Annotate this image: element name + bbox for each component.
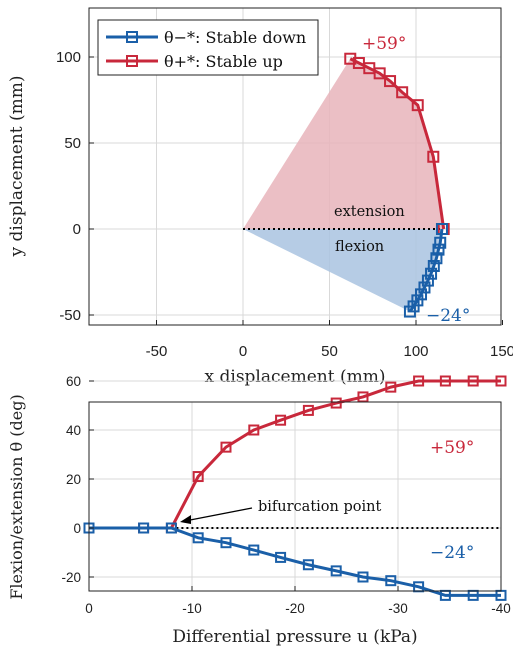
top-x-tick-label: 100 xyxy=(403,343,428,360)
top-series-up-line xyxy=(349,57,446,230)
bottom-x-tick-label: -40 xyxy=(491,601,511,616)
top-annotation-up-angle: +59° xyxy=(362,34,406,54)
top-x-tick-label: 0 xyxy=(239,343,247,360)
bottom-series-up-marker xyxy=(302,404,314,416)
bottom-series-down-marker xyxy=(385,575,397,587)
top-series xyxy=(344,52,450,318)
top-series-down-marker xyxy=(425,267,438,280)
top-series-down-marker xyxy=(421,274,434,287)
bottom-y-tick-label: -20 xyxy=(61,570,81,585)
top-series-down-marker xyxy=(427,259,440,272)
bottom-x-tick-label: -10 xyxy=(182,601,202,616)
top-x-axis-label: x displacement (mm) xyxy=(205,367,386,387)
bottom-series-up-marker xyxy=(495,375,507,387)
bottom-series-up-marker xyxy=(192,471,204,483)
top-series-up-marker xyxy=(344,52,357,65)
bottom-series-up-marker xyxy=(385,381,397,393)
top-annotation-extension: extension xyxy=(334,204,405,220)
top-series-down-marker xyxy=(434,236,447,249)
top-ticks: -50 0 50 100 150 -50 0 50 100 xyxy=(56,49,513,360)
bottom-series-up-line xyxy=(89,379,501,530)
bottom-x-tick-label: -20 xyxy=(285,601,305,616)
top-wedge-fills xyxy=(243,58,444,312)
bottom-series-up-marker xyxy=(467,375,479,387)
top-y-tick-label: 50 xyxy=(64,135,81,152)
bottom-series-down-marker xyxy=(275,551,287,563)
top-annotation-down-angle: −24° xyxy=(426,306,470,326)
top-wedge-down xyxy=(243,229,442,312)
bottom-series-down-marker xyxy=(192,532,204,544)
top-wedge-up xyxy=(243,58,444,229)
bottom-series-down-marker xyxy=(248,544,260,556)
top-series-up-marker xyxy=(427,150,440,163)
bottom-series-up-marker xyxy=(357,391,369,403)
top-axes-frame xyxy=(88,7,502,326)
bottom-y-tick-label: 20 xyxy=(66,472,81,487)
bottom-annotation-bifurcation: bifurcation point xyxy=(258,499,381,515)
bottom-series-down-marker xyxy=(330,565,342,577)
legend-label-up: θ+*: Stable up xyxy=(164,52,283,71)
top-y-axis-label: y displacement (mm) xyxy=(7,76,27,258)
top-series-down-marker xyxy=(403,305,416,318)
top-series-down-marker xyxy=(430,252,443,265)
bottom-grid xyxy=(89,380,501,591)
top-y-tick-label: 100 xyxy=(56,49,81,66)
top-series-up-marker xyxy=(396,86,409,99)
bottom-series-down-marker xyxy=(220,537,232,549)
bottom-series-down-marker xyxy=(138,522,150,534)
legend-marker-up xyxy=(126,55,138,67)
top-x-tick-label: -50 xyxy=(146,343,168,360)
bottom-series-up-marker xyxy=(413,375,425,387)
top-annotation-flexion: flexion xyxy=(335,239,384,255)
bottom-series-up-marker xyxy=(330,397,342,409)
bottom-series-down-marker xyxy=(357,571,369,583)
bottom-series-up-marker xyxy=(248,424,260,436)
bottom-series-up-marker xyxy=(275,414,287,426)
bottom-y-tick-label: 40 xyxy=(66,423,81,438)
top-series-up-marker xyxy=(384,75,397,88)
top-series-down-marker xyxy=(415,288,428,301)
bottom-annotation-up-angle: +59° xyxy=(430,438,474,458)
bottom-x-tick-label: -30 xyxy=(388,601,408,616)
top-x-tick-label: 50 xyxy=(321,343,338,360)
bottom-y-axis-label: Flexion/extension θ (deg) xyxy=(7,394,26,599)
top-series-up-marker xyxy=(411,99,424,112)
top-series-down-marker xyxy=(435,223,448,235)
top-series-down-marker xyxy=(411,294,424,307)
legend-marker-down xyxy=(126,31,138,43)
top-y-tick-label: -50 xyxy=(59,307,81,324)
bottom-ticks: 0 -10 -20 -30 -40 -20 0 20 40 60 xyxy=(61,374,510,616)
bottom-series-up-marker xyxy=(220,441,232,453)
bottom-x-axis-label: Differential pressure u (kPa) xyxy=(172,627,417,647)
legend: θ−*: Stable down θ+*: Stable up xyxy=(97,19,319,76)
bottom-series-down-line xyxy=(89,526,501,597)
top-series-down-marker xyxy=(418,281,431,294)
legend-label-down: θ−*: Stable down xyxy=(164,28,306,47)
bottom-y-tick-label: 60 xyxy=(66,374,81,389)
top-series-down-marker xyxy=(432,243,445,256)
top-y-tick-label: 0 xyxy=(73,221,81,238)
bottom-y-tick-label: 0 xyxy=(73,521,81,536)
bottom-x-tick-label: 0 xyxy=(85,601,93,616)
bottom-series-down-marker xyxy=(165,522,177,534)
bottom-series-up-marker xyxy=(439,375,451,387)
bottom-series-down-marker xyxy=(302,559,314,571)
bottom-annotation-down-angle: −24° xyxy=(430,543,474,563)
bifurcation-arrow xyxy=(180,507,253,524)
top-x-tick-label: 150 xyxy=(490,343,513,360)
